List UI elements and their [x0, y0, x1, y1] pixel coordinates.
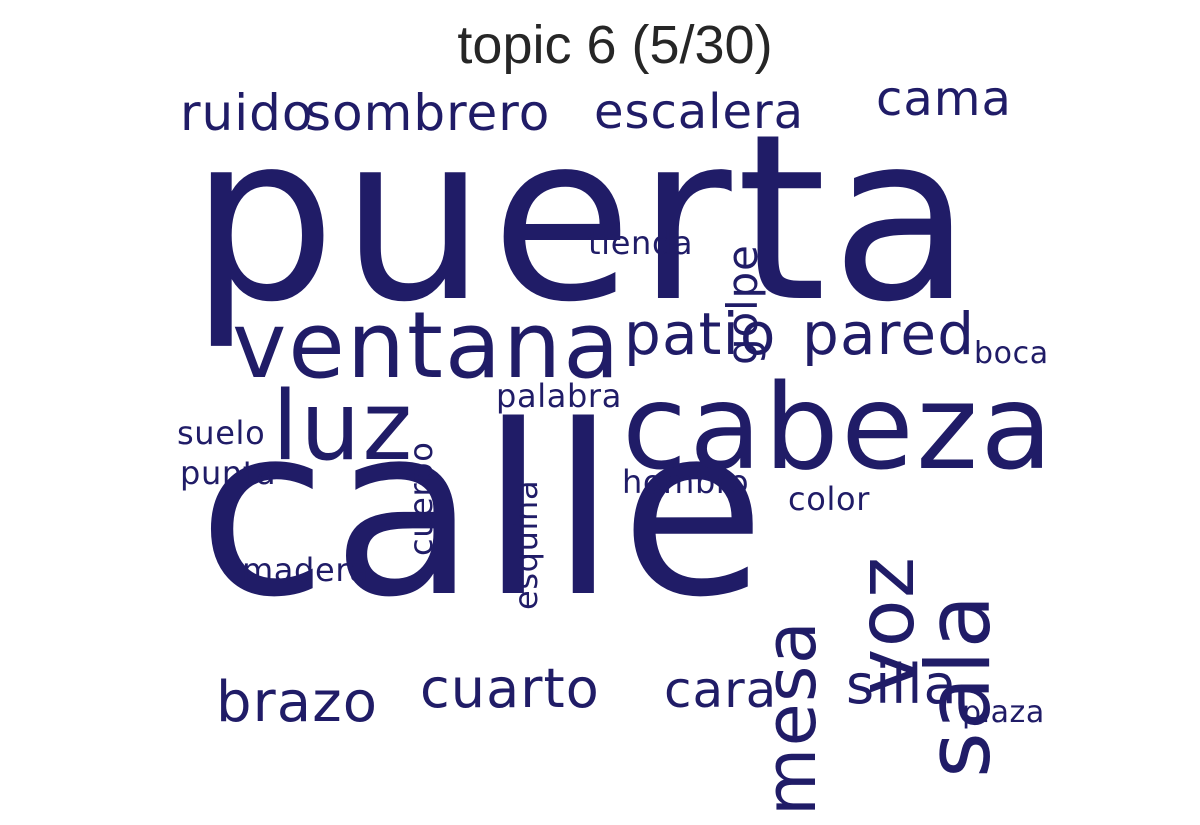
word-palabra: palabra — [496, 377, 622, 415]
word-tienda: tienda — [588, 224, 694, 262]
word-pared: pared — [802, 300, 976, 368]
word-silla: silla — [846, 653, 958, 716]
word-boca: boca — [974, 336, 1049, 371]
word-calle: calle — [198, 376, 770, 649]
word-plaza: plaza — [962, 695, 1045, 730]
chart-title: topic 6 (5/30) — [457, 15, 773, 75]
word-esquina: esquina — [507, 479, 545, 610]
word-ventana: ventana — [232, 292, 622, 399]
word-cuerpo: cuerpo — [402, 441, 440, 556]
word-color: color — [788, 480, 870, 518]
word-cabeza: cabeza — [622, 358, 1056, 496]
word-golpe: golpe — [718, 244, 767, 365]
word-madera: madera — [242, 551, 370, 589]
word-luz: luz — [272, 372, 415, 482]
word-brazo: brazo — [216, 670, 379, 735]
word-cara: cara — [664, 661, 778, 719]
word-sombrero: sombrero — [305, 84, 551, 142]
word-cuarto: cuarto — [420, 657, 600, 720]
word-cama: cama — [876, 71, 1012, 127]
word-escalera: escalera — [594, 84, 805, 140]
word-suelo: suelo — [177, 414, 266, 452]
word-ruido: ruido — [180, 84, 314, 142]
word-patio: patio — [624, 300, 777, 368]
word-punta: punta — [180, 454, 277, 492]
word-hombro: hombro — [622, 463, 750, 501]
word-puerta: puerta — [190, 86, 977, 353]
